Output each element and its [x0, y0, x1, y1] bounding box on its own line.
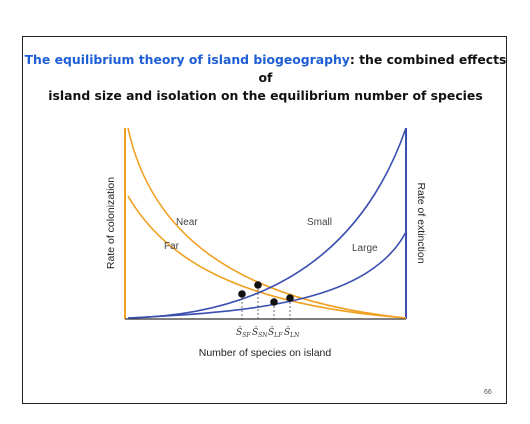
small-extinction-curve: [127, 127, 407, 319]
y-right-axis-label: Rate of extinction: [415, 182, 427, 263]
eq-label-sf: ŜSF: [236, 326, 251, 339]
near-colonization-curve: [127, 127, 407, 319]
eq-label-ln: ŜLN: [284, 326, 300, 339]
equilibrium-point-ln: [286, 294, 294, 302]
eq-label-lf: ŜLF: [268, 326, 283, 339]
equilibrium-point-lf: [270, 298, 278, 306]
x-axis-label: Number of species on island: [199, 347, 332, 359]
equilibrium-point-sf: [238, 290, 246, 298]
title-rest: : the combined effects of: [258, 52, 507, 85]
small-label: Small: [307, 217, 332, 228]
title-highlight: The equilibrium theory of island biogeog…: [24, 52, 350, 67]
large-extinction-curve: [127, 231, 407, 319]
near-label: Near: [176, 217, 198, 228]
eq-label-sn: ŜSN: [252, 326, 268, 339]
page-number: 66: [484, 389, 492, 396]
slide-frame: The equilibrium theory of island biogeog…: [22, 36, 507, 404]
far-label: Far: [164, 241, 180, 252]
title-line2: island size and isolation on the equilib…: [48, 88, 483, 103]
equilibrium-point-sn: [254, 281, 262, 289]
y-left-axis-label: Rate of colonization: [105, 177, 117, 269]
far-colonization-curve: [127, 195, 407, 319]
slide-title: The equilibrium theory of island biogeog…: [23, 51, 508, 105]
large-label: Large: [352, 243, 378, 254]
